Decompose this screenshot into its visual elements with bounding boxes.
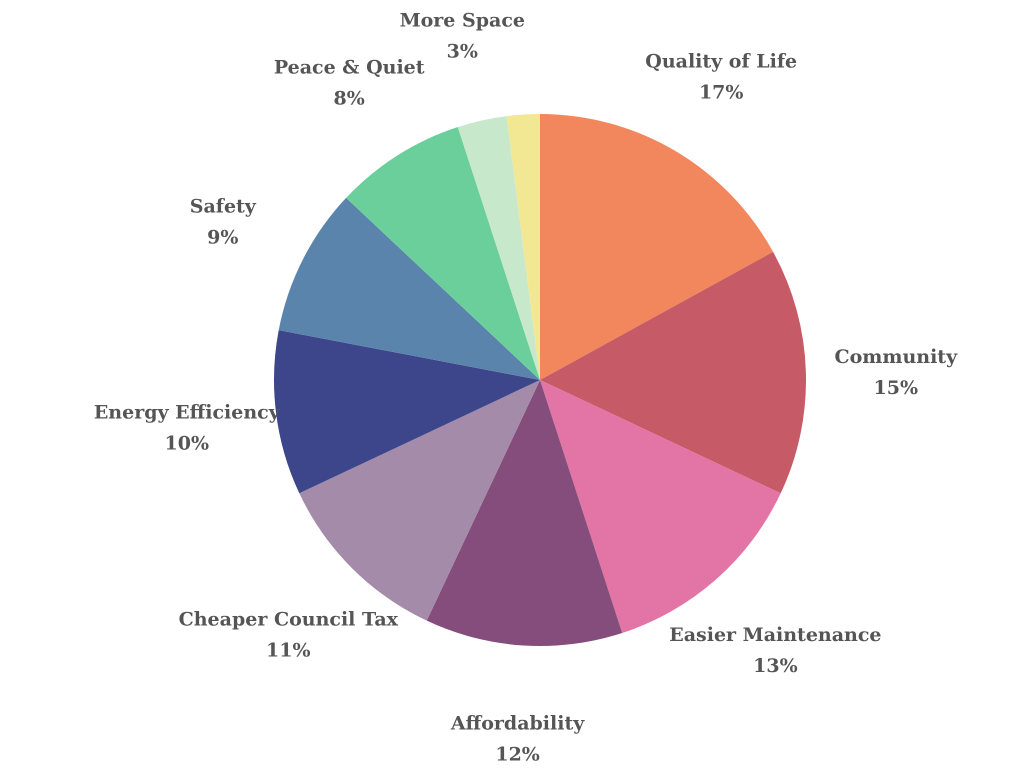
pie-slice-affordability [426, 380, 623, 646]
slice-label-cheaper-council-tax: Cheaper Council Tax 11% [179, 609, 399, 662]
slice-label-name: Energy Efficiency [94, 402, 281, 424]
slice-label-value: 3% [447, 41, 478, 63]
slice-label-affordability: Affordability 12% [450, 712, 585, 765]
slice-label-peace-and-quiet: Peace & Quiet 8% [274, 56, 425, 109]
pie-slice-easier-maintenance [540, 380, 781, 633]
slice-label-name: Cheaper Council Tax [179, 609, 399, 631]
slice-label-value: 17% [699, 82, 744, 104]
slice-label-energy-efficiency: Energy Efficiency 10% [94, 402, 281, 455]
slice-label-name: Peace & Quiet [274, 56, 425, 78]
slice-label-name: Safety [190, 195, 257, 217]
slice-label-value: 10% [165, 433, 210, 455]
pie-slice-more-space [457, 116, 540, 380]
slice-label-more-space: More Space 3% [400, 10, 525, 63]
slice-label-name: Community [834, 346, 958, 368]
slice-label-value: 13% [753, 655, 798, 677]
slice-label-easier-maintenance: Easier Maintenance 13% [669, 624, 881, 677]
pie-slice-quality-of-life [540, 114, 774, 380]
slice-label-name: Affordability [450, 712, 585, 734]
slice-label-quality-of-life: Quality of Life 17% [645, 51, 797, 104]
pie-slice-slice-10 [506, 114, 540, 380]
pie-slice-peace-and-quiet [346, 127, 540, 381]
slice-label-name: Easier Maintenance [669, 624, 881, 646]
slice-label-value: 15% [874, 377, 919, 399]
slice-label-value: 9% [207, 226, 238, 248]
pie-slice-energy-efficiency [274, 330, 540, 494]
slice-label-name: Quality of Life [645, 51, 797, 73]
slice-label-value: 12% [495, 743, 540, 765]
slice-label-safety: Safety 9% [190, 195, 257, 248]
pie-slice-cheaper-council-tax [299, 380, 540, 621]
slice-label-name: More Space [400, 10, 525, 32]
pie-labels: Quality of Life 17% Community 15% Easier Mai… [94, 10, 958, 766]
pie-slice-community [540, 251, 807, 494]
pie-slice-safety [278, 197, 540, 380]
slice-label-value: 11% [266, 640, 311, 662]
pie-slices [274, 114, 807, 646]
slice-label-community: Community 15% [834, 346, 958, 399]
slice-label-value: 8% [334, 87, 365, 109]
